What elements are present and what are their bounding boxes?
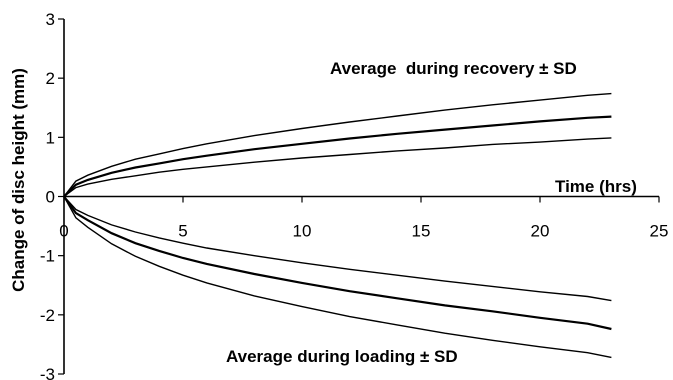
recovery-average-line — [63, 115, 612, 198]
recovery-plus-sd-line — [63, 92, 612, 197]
loading-annotation: Average during loading ± SD — [226, 347, 458, 366]
ticks — [58, 18, 660, 375]
x-axis-title: Time (hrs) — [555, 177, 637, 196]
y-tick-label: -2 — [40, 306, 55, 325]
y-tick-label: -1 — [40, 247, 55, 266]
x-tick-label: 25 — [650, 222, 669, 241]
x-tick-label: 10 — [293, 222, 312, 241]
y-axis-title: Change of disc height (mm) — [9, 68, 28, 292]
loading-average-line — [63, 195, 612, 331]
curves — [63, 92, 612, 359]
y-tick-label: 1 — [46, 128, 55, 147]
y-tick-label: 3 — [46, 10, 55, 29]
recovery-annotation: Average during recovery ± SD — [330, 59, 577, 78]
loading-minus-sd-line — [63, 196, 612, 359]
x-tick-label: 0 — [59, 222, 68, 241]
y-tick-label: -3 — [40, 365, 55, 380]
x-tick-label: 15 — [412, 222, 431, 241]
loading-plus-sd-line — [63, 196, 612, 302]
y-tick-label: 2 — [46, 69, 55, 88]
recovery-minus-sd-line — [63, 137, 612, 198]
x-tick-label: 5 — [178, 222, 187, 241]
y-tick-label: 0 — [46, 188, 55, 207]
x-tick-label: 20 — [531, 222, 550, 241]
